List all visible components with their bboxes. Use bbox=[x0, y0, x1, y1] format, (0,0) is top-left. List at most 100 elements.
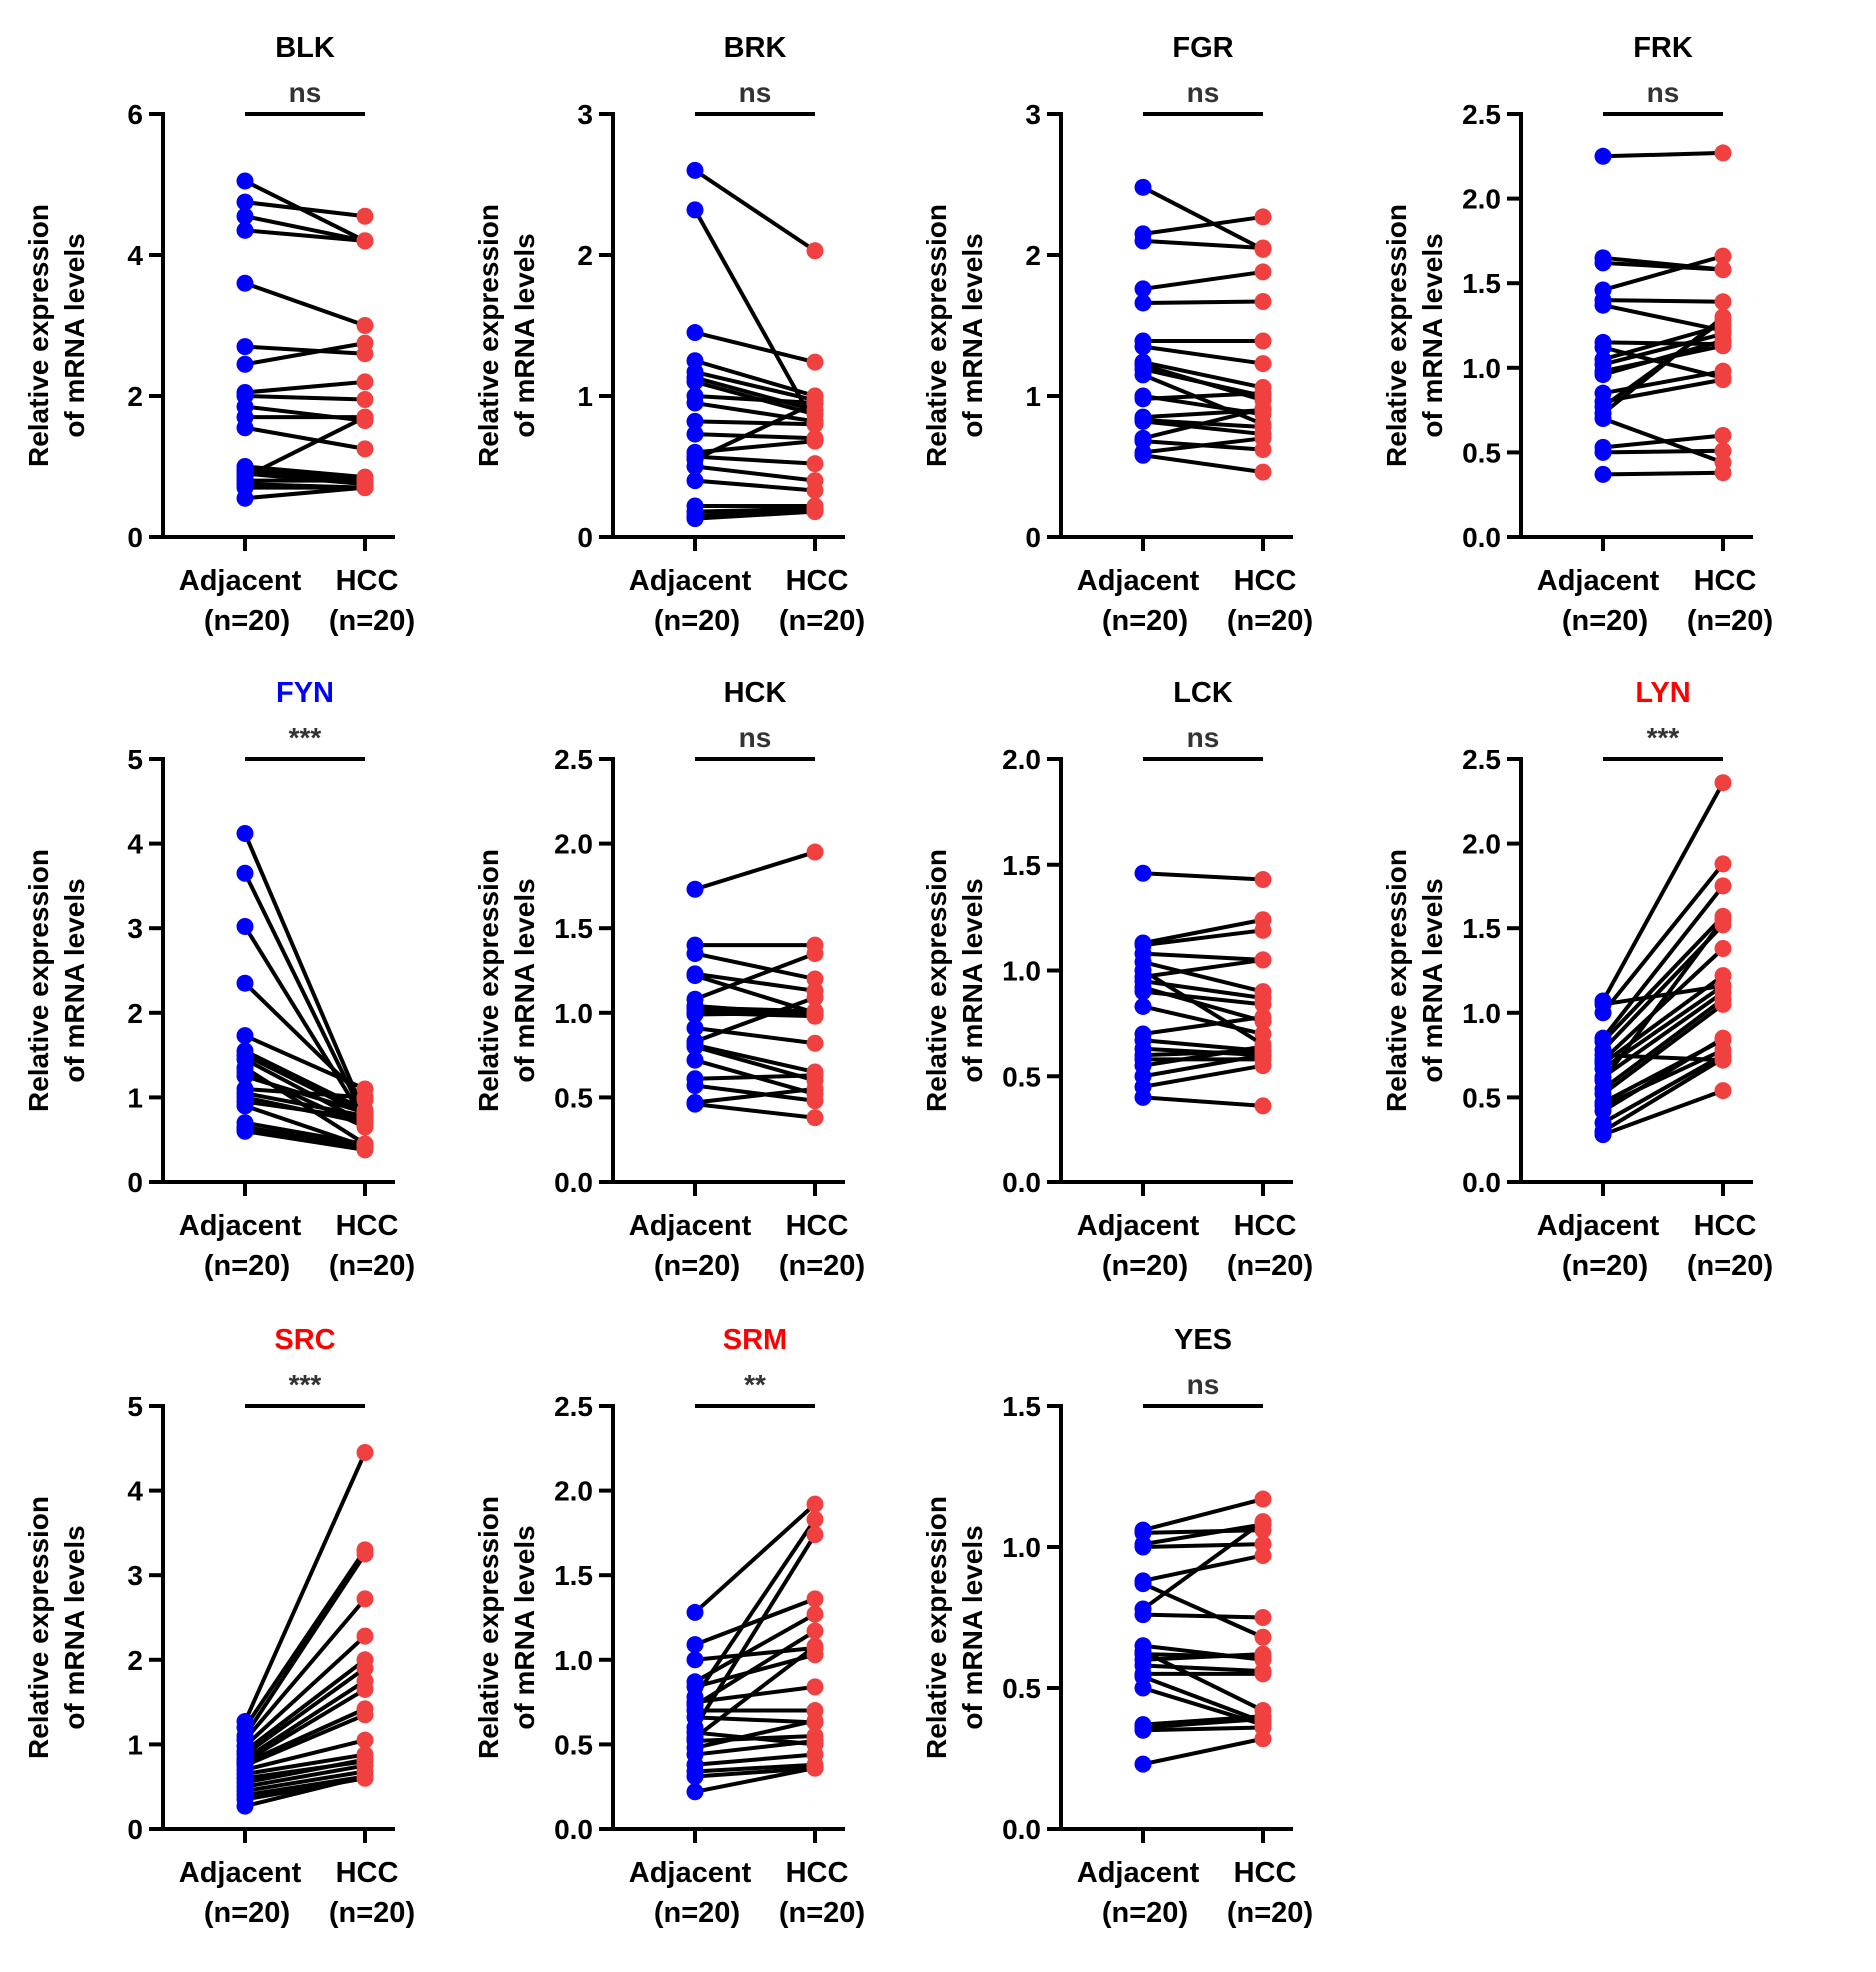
y-axis-label: Relative expression of mRNA levels bbox=[473, 849, 540, 1112]
hcc-point bbox=[356, 1680, 374, 1698]
hcc-point bbox=[806, 843, 824, 861]
pair-line bbox=[1142, 299, 1264, 305]
y-tick-label: 2.0 bbox=[554, 1476, 593, 1507]
hcc-point bbox=[356, 207, 374, 225]
y-tick-label: 2 bbox=[127, 998, 143, 1029]
pair-line bbox=[244, 1099, 366, 1121]
pair-line bbox=[244, 394, 366, 402]
pair-line bbox=[1602, 369, 1724, 396]
x-category-n-label: (n=20) bbox=[1102, 605, 1188, 637]
panel-srm: SRM ** 0.0 0.5 1.0 1.5 2.0 2.5 Adjacent (n=20) HCC… bbox=[473, 1324, 865, 1929]
x-category-n-label: (n=20) bbox=[329, 1897, 415, 1929]
y-tick-label: 0 bbox=[1025, 522, 1041, 553]
adjacent-point bbox=[686, 1636, 704, 1654]
hcc-point bbox=[1714, 911, 1732, 929]
pair-line bbox=[243, 1687, 367, 1764]
significance-label: *** bbox=[1647, 722, 1680, 753]
adjacent-point bbox=[686, 1783, 704, 1801]
pair-line bbox=[244, 1033, 366, 1091]
x-category-n-label: (n=20) bbox=[204, 1250, 290, 1282]
hcc-point bbox=[1714, 464, 1732, 482]
pair-line bbox=[244, 344, 366, 356]
adjacent-point bbox=[686, 1651, 704, 1669]
pair-line bbox=[1142, 1725, 1264, 1733]
x-category-n-label: (n=20) bbox=[329, 1250, 415, 1282]
adjacent-point bbox=[236, 864, 254, 882]
hcc-point bbox=[1254, 1665, 1272, 1683]
x-category-n-label: (n=20) bbox=[654, 1250, 740, 1282]
adjacent-point bbox=[1134, 1538, 1152, 1556]
hcc-point bbox=[1714, 144, 1732, 162]
adjacent-point bbox=[1134, 412, 1152, 430]
pair-line bbox=[1602, 433, 1724, 450]
hcc-point bbox=[356, 1141, 374, 1159]
adjacent-point bbox=[236, 338, 254, 356]
panel-hck: HCK ns 0.0 0.5 1.0 1.5 2.0 2.5 Adjacent (n=20) HCC… bbox=[473, 677, 865, 1282]
y-axis-label: Relative expression of mRNA levels bbox=[23, 849, 90, 1112]
pair-line bbox=[1142, 1015, 1264, 1036]
y-tick-label: 3 bbox=[577, 99, 593, 130]
x-category-label: HCC bbox=[336, 1857, 399, 1889]
adjacent-point bbox=[686, 1019, 704, 1037]
adjacent-point bbox=[1594, 296, 1612, 314]
hcc-point bbox=[356, 1659, 374, 1677]
y-tick-label: 2.0 bbox=[1002, 744, 1041, 775]
hcc-point bbox=[806, 1004, 824, 1022]
significance-label: ns bbox=[1187, 722, 1220, 753]
adjacent-point bbox=[1134, 983, 1152, 1001]
pair-line bbox=[1142, 989, 1264, 1007]
hcc-point bbox=[1254, 239, 1272, 257]
pair-line bbox=[693, 1518, 817, 1699]
pair-line bbox=[244, 228, 366, 243]
hcc-point bbox=[806, 1109, 824, 1127]
hcc-point bbox=[1254, 1730, 1272, 1748]
pair-line bbox=[1142, 1652, 1264, 1662]
pair-line bbox=[694, 1086, 816, 1105]
x-category-label: HCC bbox=[1234, 1210, 1297, 1242]
pair-line bbox=[694, 1083, 816, 1103]
adjacent-point bbox=[236, 1122, 254, 1140]
adjacent-point bbox=[1594, 1126, 1612, 1144]
y-tick-label: 1.5 bbox=[554, 1560, 593, 1591]
adjacent-point bbox=[236, 193, 254, 211]
pair-line bbox=[1142, 1004, 1264, 1036]
pair-line bbox=[694, 401, 816, 462]
adjacent-point bbox=[1134, 338, 1152, 356]
pair-line bbox=[244, 1738, 366, 1772]
pair-line bbox=[1142, 917, 1264, 945]
pair-line bbox=[694, 995, 816, 1044]
adjacent-point bbox=[686, 1768, 704, 1786]
x-category-n-label: (n=20) bbox=[1227, 1250, 1313, 1282]
pair-line bbox=[1142, 951, 1264, 962]
pair-line bbox=[694, 432, 816, 441]
pair-line bbox=[244, 1752, 366, 1776]
panel-fyn: FYN *** 0 1 2 3 4 5 Adjacent (n=20) HCC (n=20) Relat… bbox=[23, 677, 415, 1282]
pair-line bbox=[1601, 1036, 1725, 1113]
pair-line bbox=[1601, 862, 1725, 1015]
pair-line bbox=[244, 425, 366, 451]
panel-title: FGR bbox=[1172, 32, 1233, 64]
panel-title: BRK bbox=[724, 32, 787, 64]
x-category-label: Adjacent bbox=[1537, 565, 1660, 597]
x-category-label: HCC bbox=[1234, 1857, 1297, 1889]
x-category-label: HCC bbox=[786, 1857, 849, 1889]
pair-line bbox=[694, 330, 816, 365]
pair-line bbox=[694, 394, 816, 406]
pair-line bbox=[1602, 150, 1724, 159]
significance-label: ns bbox=[1187, 77, 1220, 108]
x-category-label: HCC bbox=[336, 1210, 399, 1242]
y-tick-label: 5 bbox=[127, 1391, 143, 1422]
adjacent-point bbox=[686, 412, 704, 430]
y-axis-label: Relative expression of mRNA levels bbox=[1381, 849, 1448, 1112]
x-category-n-label: (n=20) bbox=[1102, 1250, 1188, 1282]
hcc-point bbox=[806, 1732, 824, 1750]
hcc-point bbox=[806, 1092, 824, 1110]
hcc-point bbox=[356, 373, 374, 391]
adjacent-point bbox=[686, 472, 704, 490]
hcc-point bbox=[1254, 871, 1272, 889]
y-tick-label: 0.5 bbox=[1002, 1061, 1041, 1092]
y-axis-label: Relative expression of mRNA levels bbox=[921, 849, 988, 1112]
y-tick-label: 0 bbox=[577, 522, 593, 553]
adjacent-point bbox=[236, 355, 254, 373]
